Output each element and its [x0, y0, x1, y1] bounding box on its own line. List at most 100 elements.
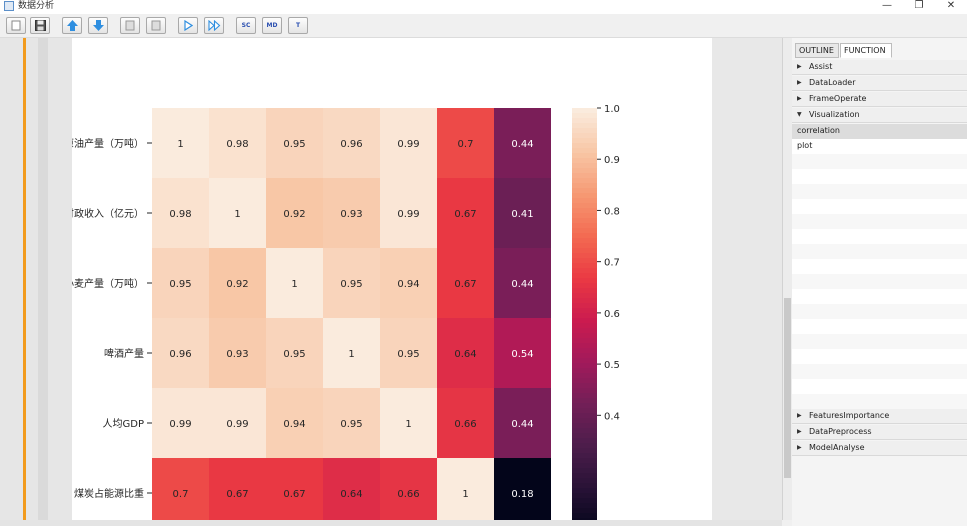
visualization-list: correlation plot	[792, 124, 967, 409]
new-file-icon	[11, 20, 21, 31]
row-tick-label: 啤酒产量	[104, 347, 144, 360]
heatmap-cell	[323, 318, 380, 388]
tab-function[interactable]: FUNCTION	[840, 43, 892, 58]
colorbar-segment	[572, 353, 597, 359]
heatmap-cell	[209, 248, 266, 318]
colorbar-segment	[572, 163, 597, 169]
colorbar-segment	[572, 363, 597, 369]
section-featuresimportance[interactable]: ▶ FeaturesImportance	[792, 409, 967, 424]
md-button[interactable]: MD	[262, 17, 282, 34]
colorbar-segment	[572, 278, 597, 284]
heatmap-cell	[380, 318, 437, 388]
colorbar-segment	[572, 378, 597, 384]
cell-value-label: 0.95	[283, 139, 305, 150]
list-stripe	[792, 394, 967, 409]
vertical-scrollbar[interactable]	[782, 38, 792, 520]
colorbar-segment	[572, 398, 597, 404]
section-frameoperate[interactable]: ▶ FrameOperate	[792, 92, 967, 107]
colorbar-segment	[572, 238, 597, 244]
cell-value-label: 0.93	[340, 209, 362, 220]
colorbar-segment	[572, 223, 597, 229]
new-file-button[interactable]	[6, 17, 26, 34]
row-tick-label: 人均GDP	[103, 418, 144, 430]
colorbar-segment	[572, 313, 597, 319]
colorbar-segment	[572, 413, 597, 419]
row-tick-label: 煤炭占能源比重	[74, 487, 144, 500]
list-item-plot[interactable]: plot	[797, 141, 813, 150]
t-button[interactable]: T	[288, 17, 308, 34]
colorbar-segment	[572, 468, 597, 474]
restore-button[interactable]: ❐	[914, 0, 924, 11]
collapse-arrow-icon: ▼	[797, 111, 802, 118]
cell-value-label: 1	[462, 489, 468, 500]
colorbar-segment	[572, 463, 597, 469]
cell-value-label: 0.7	[173, 489, 189, 500]
close-button[interactable]: ✕	[946, 0, 956, 11]
colorbar-segment	[572, 388, 597, 394]
cell-value-label: 0.95	[283, 349, 305, 360]
editor-right-margin	[712, 38, 782, 520]
section-assist[interactable]: ▶ Assist	[792, 60, 967, 75]
colorbar-segment	[572, 393, 597, 399]
heatmap-cell	[152, 388, 209, 458]
colorbar-segment	[572, 428, 597, 434]
save-button[interactable]	[30, 17, 50, 34]
section-datapreprocess[interactable]: ▶ DataPreprocess	[792, 425, 967, 440]
sc-button[interactable]: SC	[236, 17, 256, 34]
cell-value-label: 0.95	[397, 349, 419, 360]
cell-value-label: 0.44	[511, 419, 533, 430]
cell-value-label: 0.67	[226, 489, 248, 500]
cell-value-label: 1	[234, 209, 240, 220]
move-down-button[interactable]	[88, 17, 108, 34]
list-item-correlation[interactable]: correlation	[792, 124, 967, 139]
cell-value-label: 0.64	[340, 489, 362, 500]
disabled-doc-button-1[interactable]	[120, 17, 140, 34]
colorbar-segment	[572, 193, 597, 199]
fast-forward-icon	[207, 20, 221, 31]
colorbar-segment	[572, 148, 597, 154]
expand-arrow-icon: ▶	[797, 444, 802, 451]
list-stripe	[792, 244, 967, 259]
cell-value-label: 0.94	[397, 279, 419, 290]
cell-value-label: 1	[291, 279, 297, 290]
section-dataloader[interactable]: ▶ DataLoader	[792, 76, 967, 91]
section-label: ModelAnalyse	[809, 443, 865, 452]
cell-value-label: 0.67	[454, 279, 476, 290]
app-icon	[4, 1, 14, 11]
colorbar-tick-label: 0.7	[604, 258, 620, 269]
scrollbar-thumb[interactable]	[784, 298, 791, 478]
list-stripe	[792, 274, 967, 289]
heatmap-cell	[380, 178, 437, 248]
minimize-button[interactable]: —	[882, 0, 892, 11]
run-all-button[interactable]	[204, 17, 224, 34]
row-tick-label: 原油产量（万吨）	[72, 137, 144, 150]
heatmap-cell	[152, 178, 209, 248]
colorbar-segment	[572, 183, 597, 189]
cell-selection-bar[interactable]	[23, 38, 26, 526]
heatmap-cell	[152, 318, 209, 388]
heatmap-cell	[152, 248, 209, 318]
tab-outline[interactable]: OUTLINE	[795, 43, 839, 58]
cell-margin	[38, 38, 48, 526]
run-cell-button[interactable]	[178, 17, 198, 34]
colorbar-segment	[572, 203, 597, 209]
cell-value-label: 0.7	[458, 139, 474, 150]
heatmap-cell	[437, 178, 494, 248]
cell-value-label: 0.92	[226, 279, 248, 290]
move-up-button[interactable]	[62, 17, 82, 34]
sc-label: SC	[241, 22, 251, 29]
cell-value-label: 0.99	[397, 139, 419, 150]
heatmap-cell	[437, 458, 494, 520]
heatmap-cell	[437, 108, 494, 178]
heatmap-cell	[209, 108, 266, 178]
colorbar-segment	[572, 338, 597, 344]
section-visualization[interactable]: ▼ Visualization	[792, 108, 967, 123]
heatmap-cell	[437, 388, 494, 458]
section-modelanalyse[interactable]: ▶ ModelAnalyse	[792, 441, 967, 456]
disabled-doc-button-2[interactable]	[146, 17, 166, 34]
heatmap-cell	[380, 248, 437, 318]
cell-value-label: 0.44	[511, 279, 533, 290]
colorbar-segment	[572, 118, 597, 124]
colorbar-segment	[572, 283, 597, 289]
cell-value-label: 0.92	[283, 209, 305, 220]
